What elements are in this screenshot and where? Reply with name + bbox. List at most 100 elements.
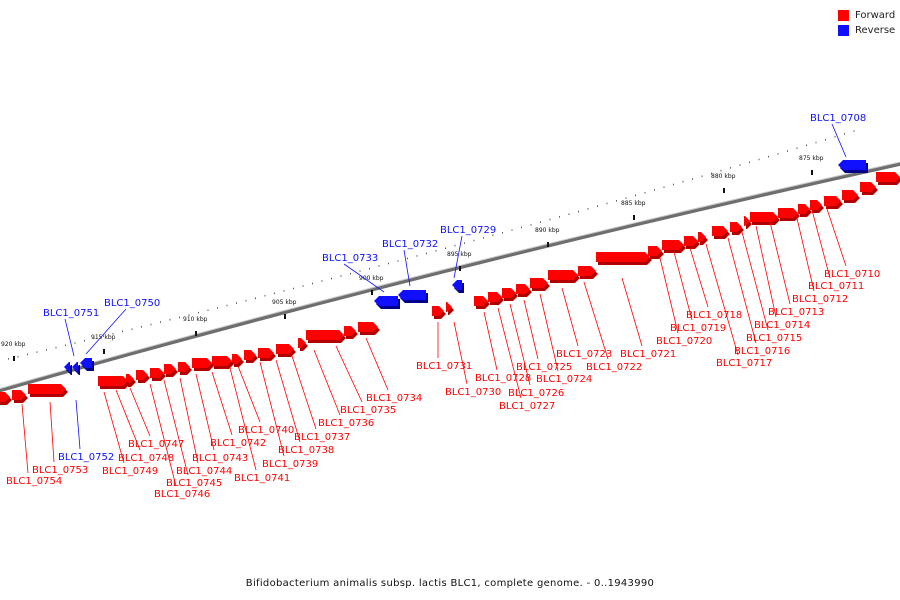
gene-arrow-forward — [502, 288, 518, 301]
minor-tick — [825, 138, 826, 141]
gene-label-group: BLC1_0752 — [58, 399, 114, 463]
leader-line — [343, 263, 385, 293]
minor-tick — [302, 285, 304, 287]
leader-line — [49, 401, 55, 463]
leader-line — [453, 235, 463, 279]
minor-tick — [616, 200, 617, 202]
legend-reverse-swatch — [838, 25, 849, 36]
gene-arrow-forward — [750, 212, 780, 225]
minor-tick — [625, 197, 627, 199]
gene-label: BLC1_0729 — [440, 225, 496, 236]
minor-tick — [36, 351, 38, 353]
tick-mark — [13, 356, 15, 361]
gene-label: BLC1_0719 — [670, 323, 726, 334]
gene-arrow-forward — [662, 240, 686, 253]
gene-arrow-forward — [648, 246, 664, 259]
gene-label-group: BLC1_0742 — [210, 371, 266, 449]
gene-label-group: BLC1_0718 — [686, 247, 742, 321]
gene-label: BLC1_0742 — [210, 438, 266, 449]
genome-caption: Bifidobacterium animalis subsp. lactis B… — [245, 578, 655, 589]
minor-tick — [131, 328, 133, 330]
gene-arrow-forward — [150, 368, 166, 381]
leader-line — [769, 221, 791, 305]
gene-label: BLC1_0747 — [128, 439, 184, 450]
minor-tick — [692, 178, 693, 180]
gene-arrow-forward — [298, 338, 308, 351]
gene-label-group: BLC1_0720 — [656, 257, 712, 347]
minor-tick — [445, 247, 446, 250]
minor-tick — [226, 304, 228, 307]
leader-line — [75, 399, 81, 450]
gene-arrow-forward — [244, 350, 258, 363]
gene-label: BLC1_0741 — [234, 473, 290, 484]
leader-line — [561, 287, 579, 347]
gene-arrow-forward — [258, 348, 276, 361]
minor-tick — [834, 136, 836, 138]
minor-tick — [673, 183, 674, 186]
leader-line — [365, 337, 389, 391]
gene-label-group: BLC1_0715 — [741, 231, 802, 344]
minor-tick — [426, 252, 427, 255]
minor-tick — [407, 257, 408, 260]
gene-arrow-forward — [0, 392, 12, 405]
gene-label: BLC1_0732 — [382, 239, 438, 250]
gene-label: BLC1_0731 — [416, 361, 472, 372]
minor-tick — [701, 175, 703, 177]
gene-label-group: BLC1_0732 — [382, 239, 438, 287]
minor-tick — [55, 346, 57, 349]
minor-tick — [540, 221, 541, 223]
leader-line — [621, 277, 643, 347]
leader-line — [509, 303, 531, 386]
leader-line — [689, 247, 709, 308]
gene-label-group: BLC1_0717 — [705, 243, 772, 369]
leader-line — [523, 299, 539, 360]
leader-line — [795, 213, 815, 292]
gene-arrow-reverse — [838, 160, 868, 173]
leader-line — [583, 281, 609, 360]
gene-label-group: BLC1_0708 — [810, 113, 866, 158]
gene-label: BLC1_0712 — [792, 294, 848, 305]
gene-label-group: BLC1_0721 — [620, 277, 676, 360]
minor-tick — [17, 355, 19, 358]
gene-label: BLC1_0714 — [754, 320, 810, 331]
minor-tick — [188, 314, 190, 316]
gene-label: BLC1_0745 — [166, 478, 222, 489]
leader-line — [453, 321, 468, 385]
minor-tick — [122, 330, 123, 333]
minor-tick — [397, 260, 399, 262]
leader-line — [673, 251, 693, 321]
minor-tick — [635, 194, 636, 197]
leader-line — [163, 379, 189, 476]
minor-tick — [198, 311, 199, 314]
minor-tick — [806, 144, 807, 147]
gene-label-group: BLC1_0734 — [365, 337, 422, 404]
gene-arrow-forward — [306, 330, 346, 343]
gene-label: BLC1_0740 — [238, 425, 294, 436]
leader-line — [64, 318, 75, 357]
gene-label-group: BLC1_0719 — [670, 251, 726, 334]
minor-tick — [179, 316, 180, 319]
gene-label-group: BLC1_0743 — [192, 373, 248, 464]
gene-arrow-reverse — [374, 296, 400, 309]
gene-label: BLC1_0713 — [768, 307, 824, 318]
gene-arrow-forward — [136, 370, 150, 383]
minor-tick — [521, 226, 522, 229]
minor-tick — [654, 189, 655, 191]
minor-tick — [8, 358, 9, 360]
gene-arrow-forward — [860, 182, 878, 195]
minor-tick — [264, 295, 266, 297]
gene-arrows — [0, 160, 900, 405]
minor-tick — [169, 319, 171, 321]
leader-line — [229, 367, 257, 471]
tick-label: 880 kbp — [711, 173, 736, 180]
gene-arrow-forward — [358, 322, 380, 335]
leader-line — [313, 349, 341, 416]
legend-reverse-label: Reverse — [855, 25, 896, 36]
leader-line — [149, 383, 177, 487]
minor-tick — [293, 287, 294, 290]
minor-tick — [711, 172, 712, 175]
gene-arrow-forward — [446, 302, 454, 315]
leader-line — [85, 308, 127, 355]
minor-tick — [84, 339, 85, 342]
leader-line — [705, 243, 739, 356]
